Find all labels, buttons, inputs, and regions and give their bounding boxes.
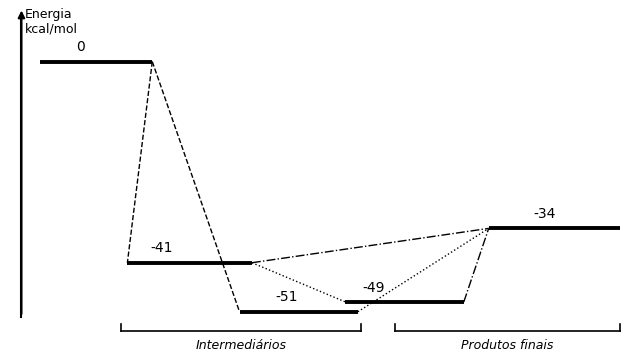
Text: -34: -34 xyxy=(533,207,556,221)
Text: -49: -49 xyxy=(362,281,385,295)
Text: Energia
kcal/mol: Energia kcal/mol xyxy=(24,8,78,36)
Text: Produtos finais: Produtos finais xyxy=(462,339,554,352)
Text: -41: -41 xyxy=(151,241,173,255)
Text: -51: -51 xyxy=(275,290,297,304)
Text: Intermediários: Intermediários xyxy=(196,339,287,352)
Text: 0: 0 xyxy=(76,40,85,54)
